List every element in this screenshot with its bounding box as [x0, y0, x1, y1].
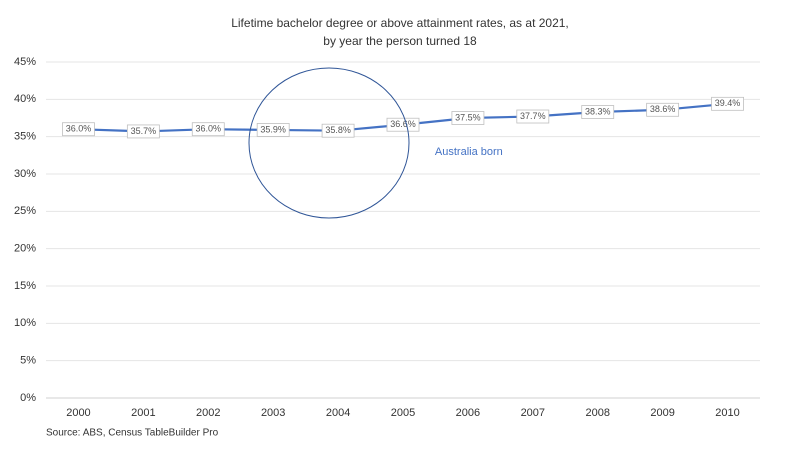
data-label-box [191, 122, 225, 137]
x-tick-label: 2002 [196, 407, 220, 419]
data-label-text: 35.8% [325, 125, 351, 135]
data-label-text: 37.7% [520, 111, 546, 121]
x-tick-label: 2010 [715, 407, 739, 419]
data-label-box [646, 102, 680, 117]
data-label-text: 37.5% [455, 112, 481, 122]
data-label-box [581, 105, 615, 119]
data-label: 39.4% [711, 96, 744, 111]
annotation-circle [248, 67, 410, 219]
chart-title-line: by year the person turned 18 [323, 34, 477, 48]
x-tick-label: 2008 [585, 407, 609, 419]
data-label-box [711, 96, 744, 111]
data-label-text: 39.4% [715, 98, 741, 108]
data-label-text: 35.9% [260, 124, 286, 134]
data-label-box [256, 123, 290, 137]
x-tick-label: 2009 [650, 407, 674, 419]
chart-title-line: Lifetime bachelor degree or above attain… [231, 16, 569, 30]
source-note: Source: ABS, Census TableBuilder Pro [46, 428, 219, 439]
x-tick-label: 2007 [521, 407, 545, 419]
data-label: 37.7% [516, 109, 550, 124]
data-label-box [451, 111, 485, 125]
data-label: 35.7% [126, 124, 160, 139]
data-label: 38.3% [581, 105, 615, 119]
y-tick-label: 20% [14, 243, 36, 255]
x-tick-label: 2000 [66, 407, 90, 419]
data-label-box [386, 117, 420, 132]
x-tick-label: 2006 [456, 407, 480, 419]
y-tick-label: 5% [20, 355, 36, 367]
x-tick-label: 2004 [326, 407, 350, 419]
series-label: Australia born [435, 146, 503, 158]
data-label-text: 38.3% [585, 106, 611, 116]
data-label: 36.0% [62, 122, 95, 137]
y-tick-label: 30% [14, 168, 36, 180]
data-label: 38.6% [646, 102, 680, 117]
data-label-box [62, 122, 95, 137]
data-label: 35.9% [256, 123, 290, 137]
y-tick-label: 35% [14, 131, 36, 143]
x-tick-label: 2005 [391, 407, 415, 419]
data-label: 37.5% [451, 111, 485, 125]
data-label-box [126, 124, 160, 139]
data-label-box [321, 123, 355, 138]
y-tick-label: 40% [14, 93, 36, 105]
data-label: 36.0% [191, 122, 225, 137]
data-label-text: 36.0% [196, 124, 222, 134]
y-tick-label: 45% [14, 56, 36, 68]
data-label: 35.8% [321, 123, 355, 138]
y-tick-label: 15% [14, 280, 36, 292]
data-label: 36.6% [386, 117, 420, 132]
data-label-text: 35.7% [131, 126, 157, 136]
y-tick-label: 0% [20, 392, 36, 404]
data-label-box [516, 109, 550, 124]
x-tick-label: 2003 [261, 407, 285, 419]
data-label-text: 36.0% [66, 124, 92, 134]
y-tick-label: 25% [14, 205, 36, 217]
y-tick-label: 10% [14, 317, 36, 329]
x-tick-label: 2001 [131, 407, 155, 419]
data-label-text: 36.6% [390, 119, 416, 129]
data-label-text: 38.6% [650, 104, 676, 114]
